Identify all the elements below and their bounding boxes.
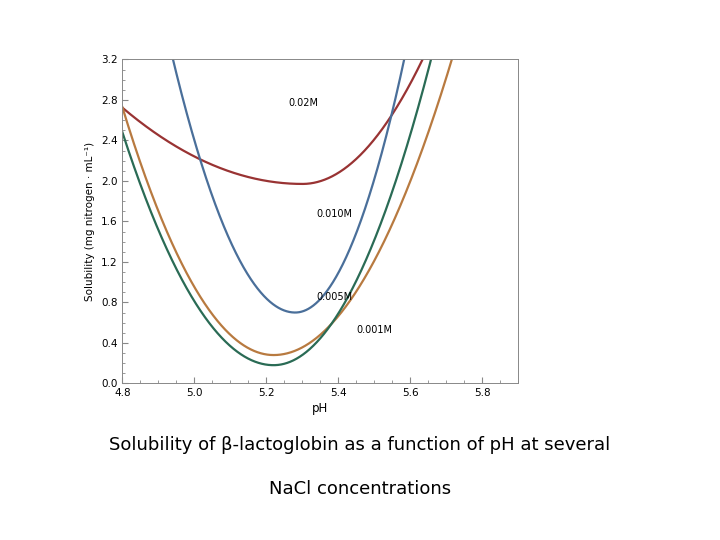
Text: Solubility of β-lactoglobin as a function of pH at several: Solubility of β-lactoglobin as a functio… bbox=[109, 436, 611, 455]
Text: 0.010M: 0.010M bbox=[317, 210, 353, 219]
Y-axis label: Solubility (mg nitrogen · mL⁻¹): Solubility (mg nitrogen · mL⁻¹) bbox=[86, 142, 95, 301]
Text: 0.001M: 0.001M bbox=[356, 325, 392, 335]
Text: 0.02M: 0.02M bbox=[288, 98, 318, 108]
Text: 0.005M: 0.005M bbox=[317, 292, 353, 302]
X-axis label: pH: pH bbox=[312, 402, 328, 415]
Text: NaCl concentrations: NaCl concentrations bbox=[269, 480, 451, 498]
